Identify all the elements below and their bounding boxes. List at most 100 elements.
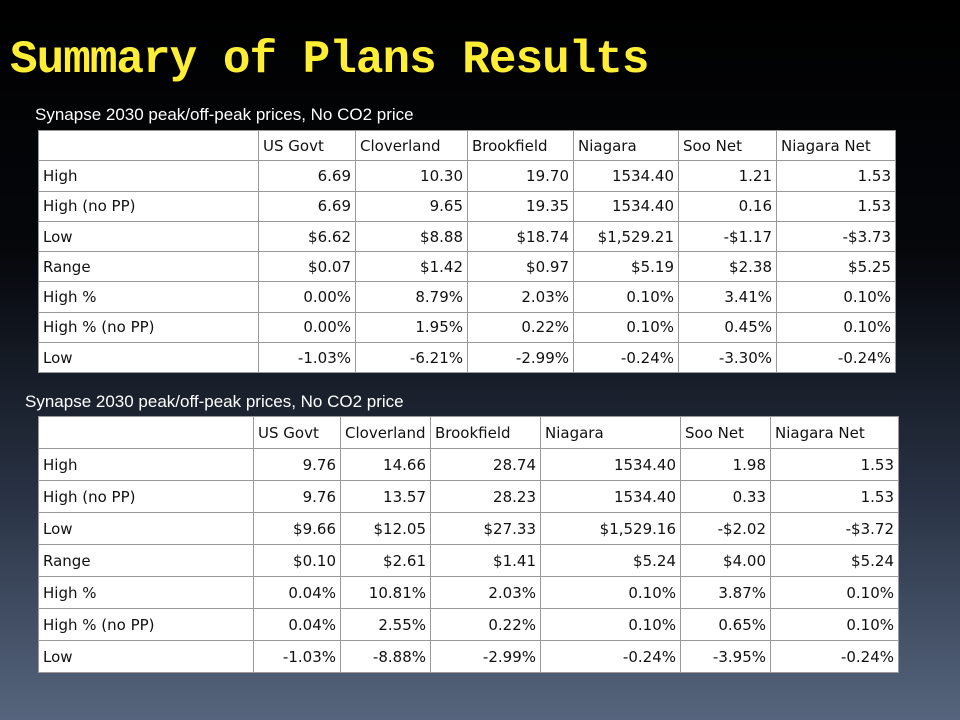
table-cell: 0.10% (770, 608, 899, 641)
table-cell: $1.42 (355, 251, 468, 283)
table-cell: 2.03% (467, 281, 574, 313)
table-cell: -8.88% (340, 640, 431, 673)
table-cell: 0.04% (253, 576, 341, 609)
row-label: Range (38, 544, 254, 577)
table-cell: 0.10% (573, 311, 679, 344)
table-cell: 1.53 (776, 190, 896, 222)
table-cell: 3.87% (680, 576, 771, 609)
table-cell: 1534.40 (540, 480, 681, 513)
header-cell (38, 129, 259, 162)
header-cell: US Govt (258, 129, 356, 162)
table-cell: 10.30 (355, 160, 468, 192)
header-row: US Govt Cloverland Brookfield Niagara Soo Ne… (38, 129, 896, 162)
table-cell: 1534.40 (540, 448, 681, 481)
row-label: Low (38, 220, 259, 253)
table-row: High % 0.04% 10.81% 2.03% 0.10% 3.87% 0.10% (38, 576, 899, 609)
header-cell: Brookfield (467, 129, 574, 162)
table-cell: $5.24 (540, 544, 681, 577)
table-cell: 1.53 (776, 160, 896, 192)
header-cell: Cloverland (340, 416, 431, 449)
table-cell: $1,529.16 (540, 512, 681, 545)
row-label: Low (38, 342, 259, 374)
table-cell: 0.10% (770, 576, 899, 609)
row-label: High (no PP) (38, 480, 254, 513)
table-cell: $1,529.21 (573, 220, 679, 253)
table-cell: $9.66 (253, 512, 341, 545)
table-cell: $0.97 (467, 251, 574, 283)
table-cell: 9.76 (253, 480, 341, 513)
table-row: High (no PP) 9.76 13.57 28.23 1534.40 0.33 1.5… (38, 480, 899, 513)
table-row: High 6.69 10.30 19.70 1534.40 1.21 1.53 (38, 160, 896, 192)
table-cell: $18.74 (467, 220, 574, 253)
table-row: Low $9.66 $12.05 $27.33 $1,529.16 -$2.02 -$3.7… (38, 512, 899, 545)
table-row: Low $6.62 $8.88 $18.74 $1,529.21 -$1.17 -$3.73 (38, 220, 896, 253)
table-row: High 9.76 14.66 28.74 1534.40 1.98 1.53 (38, 448, 899, 481)
table-row: High % (no PP) 0.00% 1.95% 0.22% 0.10% 0.45% 0… (38, 311, 896, 344)
table-cell: 1.95% (355, 311, 468, 344)
table-cell: 14.66 (340, 448, 431, 481)
table-cell: $2.61 (340, 544, 431, 577)
table-cell: -6.21% (355, 342, 468, 374)
table-cell: 0.33 (680, 480, 771, 513)
table-cell: 6.69 (258, 190, 356, 222)
table-cell: 13.57 (340, 480, 431, 513)
table-cell: $2.38 (678, 251, 777, 283)
table-cell: 1534.40 (573, 160, 679, 192)
row-label: High % (38, 576, 254, 609)
header-cell (38, 416, 254, 449)
table-cell: 6.69 (258, 160, 356, 192)
table-cell: -3.30% (678, 342, 777, 374)
table-cell: $27.33 (430, 512, 541, 545)
table-cell: -2.99% (430, 640, 541, 673)
table-cell: 0.10% (540, 608, 681, 641)
row-label: High % (38, 281, 259, 313)
table-cell: 0.10% (776, 281, 896, 313)
table-row: Range $0.07 $1.42 $0.97 $5.19 $2.38 $5.25 (38, 251, 896, 283)
table-caption: Synapse 2030 peak/off-peak prices, No CO… (35, 105, 414, 124)
table-cell: 1534.40 (573, 190, 679, 222)
table-cell: 3.41% (678, 281, 777, 313)
header-cell: Niagara Net (776, 129, 896, 162)
header-row: US Govt Cloverland Brookfield Niagara Soo Ne… (38, 416, 899, 449)
table-cell: $5.24 (770, 544, 899, 577)
row-label: High % (no PP) (38, 608, 254, 641)
header-cell: US Govt (253, 416, 341, 449)
table-cell: $1.41 (430, 544, 541, 577)
table-cell: 9.65 (355, 190, 468, 222)
data-table: US Govt Cloverland Brookfield Niagara Soo Ne… (38, 416, 899, 673)
table-cell: -$3.73 (776, 220, 896, 253)
table-cell: -$3.72 (770, 512, 899, 545)
header-cell: Niagara (573, 129, 679, 162)
table-row: Range $0.10 $2.61 $1.41 $5.24 $4.00 $5.24 (38, 544, 899, 577)
table-cell: 0.00% (258, 281, 356, 313)
table-caption: Synapse 2030 peak/off-peak prices, No CO… (25, 392, 404, 411)
table-cell: -0.24% (770, 640, 899, 673)
table-cell: $5.25 (776, 251, 896, 283)
table-cell: 0.10% (776, 311, 896, 344)
header-cell: Niagara (540, 416, 681, 449)
table-cell: 0.22% (467, 311, 574, 344)
table-cell: 8.79% (355, 281, 468, 313)
table-cell: 2.55% (340, 608, 431, 641)
table-cell: 9.76 (253, 448, 341, 481)
slide-title: Summary of Plans Results (10, 34, 650, 86)
table-cell: 19.35 (467, 190, 574, 222)
table-cell: 28.74 (430, 448, 541, 481)
table-row: Low -1.03% -8.88% -2.99% -0.24% -3.95% -0.24% (38, 640, 899, 673)
table-cell: 1.21 (678, 160, 777, 192)
table-row: High % 0.00% 8.79% 2.03% 0.10% 3.41% 0.10% (38, 281, 896, 313)
table-cell: 1.98 (680, 448, 771, 481)
table-cell: $6.62 (258, 220, 356, 253)
table-cell: 0.65% (680, 608, 771, 641)
table-cell: -1.03% (258, 342, 356, 374)
table-cell: -3.95% (680, 640, 771, 673)
table-cell: -0.24% (776, 342, 896, 374)
table-cell: -1.03% (253, 640, 341, 673)
row-label: High (38, 160, 259, 192)
table-cell: 0.16 (678, 190, 777, 222)
table-cell: -0.24% (540, 640, 681, 673)
table-cell: 19.70 (467, 160, 574, 192)
row-label: Range (38, 251, 259, 283)
table-cell: 1.53 (770, 480, 899, 513)
